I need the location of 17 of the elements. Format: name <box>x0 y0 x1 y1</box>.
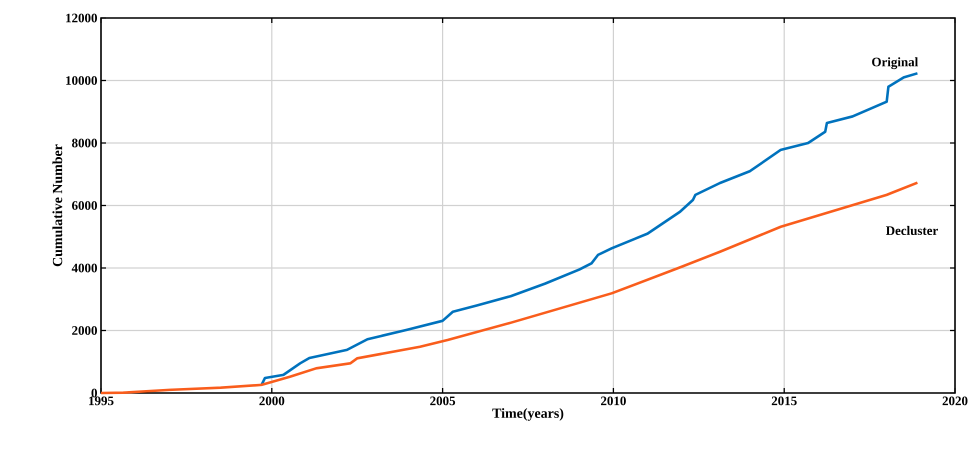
text: Decluster <box>886 226 938 236</box>
x-tick-label: 2020 <box>942 396 968 406</box>
x-tick-label: 2015 <box>772 396 797 406</box>
y-axis-title: Cumulative Number <box>52 144 62 266</box>
y-tick-label: 0 <box>92 388 97 398</box>
y-tick-label: 12000 <box>66 14 97 22</box>
x-axis-title: Time(years) <box>492 408 564 421</box>
y-tick-label: 4000 <box>72 264 97 272</box>
x-tick-label: 1995 <box>89 396 114 406</box>
series-label: Original <box>872 57 918 70</box>
y-tick-label: 6000 <box>72 201 97 210</box>
y-tick-label: 8000 <box>72 138 97 148</box>
y-tick-label: 2000 <box>72 326 97 335</box>
y-tick-label: 10000 <box>66 76 97 85</box>
x-tick-label: 2010 <box>601 396 626 406</box>
x-tick-label: 2000 <box>259 396 284 406</box>
x-tick-label: 2005 <box>430 396 456 406</box>
